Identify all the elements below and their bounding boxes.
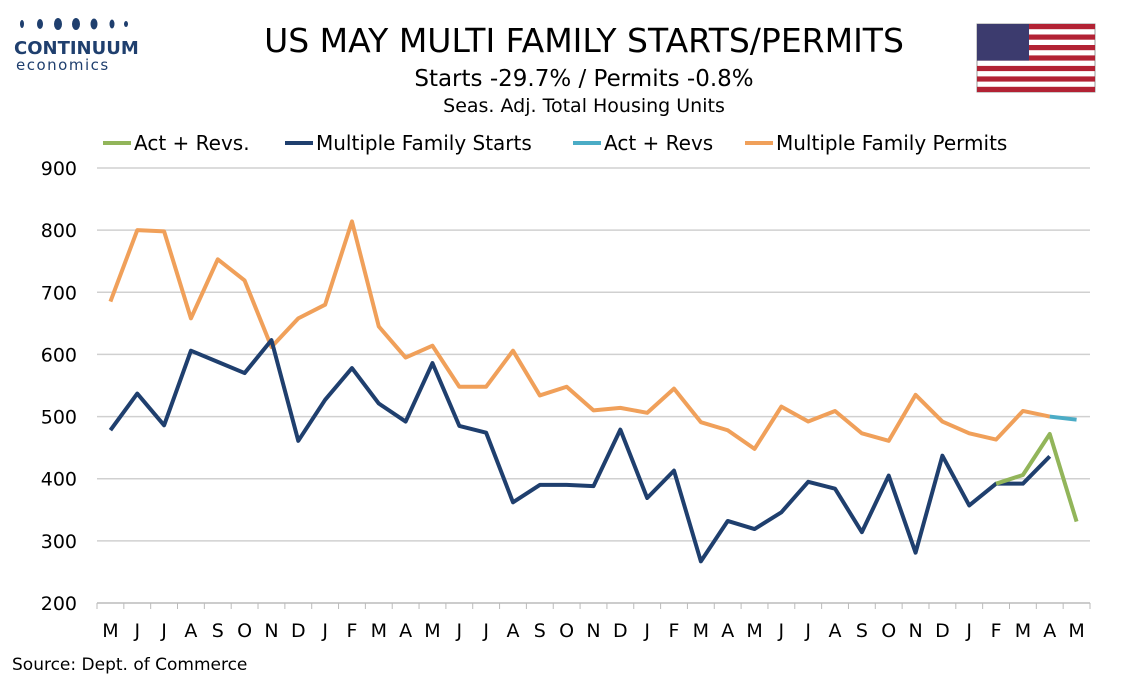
brand-name: CONTINUUM bbox=[14, 38, 139, 59]
x-tick-label: O bbox=[237, 620, 252, 642]
x-tick-label: S bbox=[212, 620, 224, 642]
x-tick-label: M bbox=[746, 620, 762, 642]
x-tick-label: M bbox=[1068, 620, 1084, 642]
x-tick-label: J bbox=[321, 620, 328, 642]
x-tick-label: A bbox=[506, 620, 519, 642]
x-tick-label: F bbox=[346, 620, 357, 642]
x-tick-label: J bbox=[804, 620, 811, 642]
x-tick-label: J bbox=[456, 620, 463, 642]
series-line bbox=[108, 219, 1051, 451]
x-tick-label: M bbox=[371, 620, 387, 642]
legend-label: Act + Revs. bbox=[134, 131, 250, 155]
series-line bbox=[1049, 414, 1077, 422]
y-tick-label: 400 bbox=[41, 469, 77, 491]
legend-label: Act + Revs bbox=[604, 131, 713, 155]
x-tick-label: F bbox=[669, 620, 680, 642]
y-tick-label: 800 bbox=[41, 220, 77, 242]
x-tick-label: A bbox=[829, 620, 842, 642]
source-note: Source: Dept. of Commerce bbox=[12, 655, 247, 675]
x-tick-label: J bbox=[160, 620, 167, 642]
chart-subtitle2: Seas. Adj. Total Housing Units bbox=[443, 95, 725, 117]
x-tick-label: J bbox=[965, 620, 972, 642]
x-tick-label: M bbox=[102, 620, 118, 642]
legend-label: Multiple Family Permits bbox=[776, 131, 1007, 155]
y-tick-label: 600 bbox=[41, 344, 77, 366]
y-tick-label: 700 bbox=[41, 282, 77, 304]
y-tick-label: 200 bbox=[41, 593, 77, 615]
x-tick-label: A bbox=[399, 620, 412, 642]
x-tick-label: S bbox=[534, 620, 546, 642]
x-tick-label: J bbox=[643, 620, 650, 642]
y-tick-label: 900 bbox=[41, 158, 77, 180]
x-tick-label: D bbox=[613, 620, 628, 642]
x-tick-label: N bbox=[586, 620, 600, 642]
x-tick-label: A bbox=[721, 620, 734, 642]
x-tick-label: J bbox=[778, 620, 785, 642]
brand-tagline: economics bbox=[16, 56, 110, 74]
x-tick-label: J bbox=[482, 620, 489, 642]
x-tick-label: D bbox=[291, 620, 306, 642]
x-tick-label: O bbox=[559, 620, 574, 642]
y-tick-label: 300 bbox=[41, 531, 77, 553]
x-tick-label: J bbox=[133, 620, 140, 642]
x-tick-label: A bbox=[1043, 620, 1056, 642]
logo-dots bbox=[20, 18, 128, 30]
series-line bbox=[995, 431, 1079, 523]
y-tick-label: 500 bbox=[41, 407, 77, 429]
x-tick-label: N bbox=[264, 620, 278, 642]
x-tick-label: A bbox=[184, 620, 197, 642]
chart-subtitle: Starts -29.7% / Permits -0.8% bbox=[414, 66, 753, 92]
flag bbox=[976, 23, 1096, 93]
x-tick-label: O bbox=[881, 620, 896, 642]
x-tick-label: M bbox=[424, 620, 440, 642]
x-tick-label: F bbox=[991, 620, 1002, 642]
x-tick-label: M bbox=[693, 620, 709, 642]
x-tick-label: M bbox=[1015, 620, 1031, 642]
x-tick-label: S bbox=[856, 620, 868, 642]
legend-label: Multiple Family Starts bbox=[316, 131, 532, 155]
x-tick-label: D bbox=[935, 620, 950, 642]
series-line bbox=[108, 338, 1052, 564]
chart-title: US MAY MULTI FAMILY STARTS/PERMITS bbox=[264, 21, 904, 60]
x-tick-label: N bbox=[908, 620, 922, 642]
